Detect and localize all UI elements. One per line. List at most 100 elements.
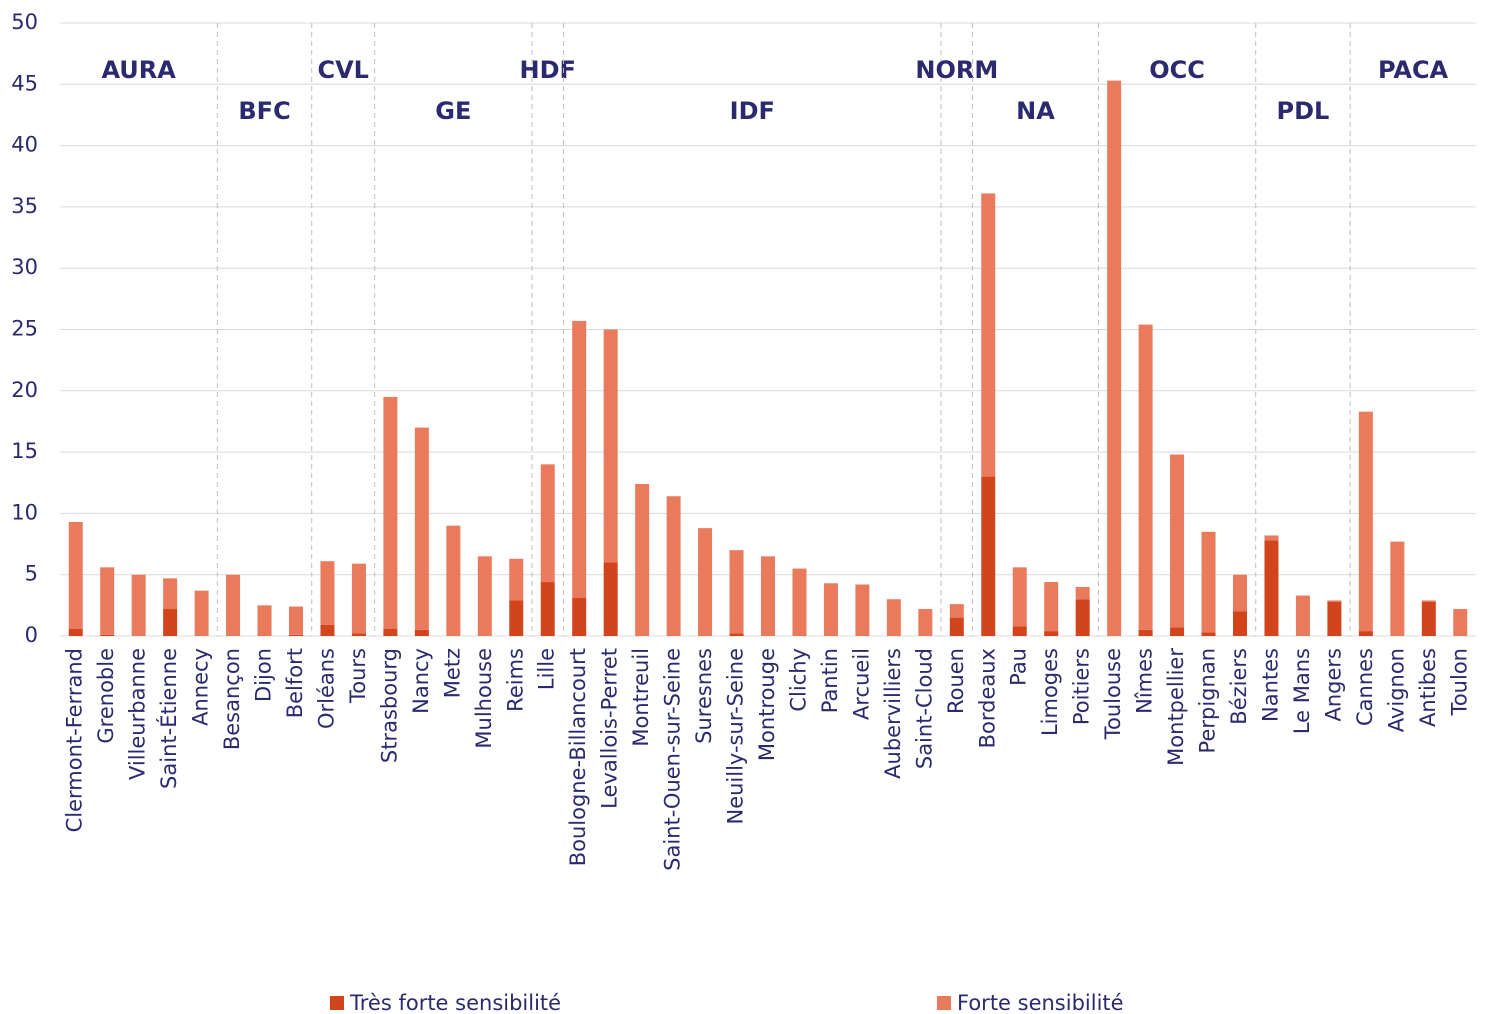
bar-segment [100, 634, 115, 636]
bar-segment [1233, 574, 1247, 612]
bar-segment [698, 528, 713, 636]
region-label: OCC [1149, 56, 1205, 84]
bar-segment [1358, 631, 1373, 636]
x-tick-label: Montreuil [629, 648, 653, 747]
x-tick-label: Le Mans [1290, 648, 1314, 734]
x-tick-label: Arcueil [849, 648, 873, 720]
bar-segment [320, 624, 335, 636]
bar-segment [320, 561, 335, 625]
bar-segment [949, 617, 964, 636]
region-label: PDL [1277, 97, 1330, 125]
x-tick-label: Rouen [944, 648, 968, 714]
x-tick-label: Neuilly-sur-Seine [724, 648, 748, 825]
bar-segment [761, 556, 775, 636]
x-tick-label: Perpignan [1196, 648, 1220, 753]
y-tick-label: 45 [11, 71, 38, 95]
x-tick-label: Nîmes [1133, 648, 1157, 714]
bar-segment [572, 597, 587, 636]
x-tick-label: Pantin [818, 648, 842, 713]
x-tick-label: Clichy [786, 648, 810, 712]
y-tick-label: 35 [11, 194, 38, 218]
region-label: CVL [317, 56, 368, 84]
x-tick-label: Antibes [1416, 648, 1440, 727]
bar-segment [1201, 632, 1216, 636]
bar-segment [823, 583, 838, 636]
bar-segment [1075, 599, 1090, 636]
y-tick-label: 15 [11, 439, 38, 463]
region-label: BFC [238, 97, 290, 125]
x-tick-label: Avignon [1384, 648, 1408, 732]
bar-segment [1012, 567, 1027, 627]
bar-segment [414, 427, 429, 630]
x-tick-label: Grenoble [94, 648, 118, 744]
bar-segment [1170, 627, 1185, 636]
x-tick-label: Levallois-Perret [598, 648, 622, 809]
bar-segment [351, 563, 366, 634]
bar-segment [1453, 609, 1468, 636]
y-tick-label: 0 [25, 623, 38, 647]
bar-segment [131, 574, 146, 636]
x-tick-label: Clermont-Ferrand [63, 648, 87, 832]
y-tick-label: 5 [25, 562, 38, 586]
y-tick-label: 10 [11, 500, 38, 524]
bar-segment [1170, 454, 1185, 628]
y-tick-label: 20 [11, 378, 38, 402]
x-tick-label: Montpellier [1164, 648, 1188, 766]
bar-segment [289, 606, 303, 635]
x-tick-label: Pau [1007, 648, 1031, 686]
x-tick-label: Bordeaux [975, 648, 999, 748]
x-tick-label: Aubervilliers [881, 648, 905, 779]
bar-segment [100, 567, 115, 635]
bar-segment [1138, 324, 1153, 630]
x-tick-label: Limoges [1038, 648, 1062, 736]
bar-segment [1264, 540, 1279, 636]
x-tick-label: Saint-Ouen-sur-Seine [661, 648, 685, 871]
bar-segment [163, 609, 178, 636]
x-tick-label: Dijon [252, 648, 276, 702]
x-tick-label: Saint-Étienne [156, 648, 181, 789]
x-tick-label: Orléans [314, 648, 338, 729]
bar-segment [509, 600, 524, 636]
bar-segment [1327, 600, 1342, 602]
legend-swatch [937, 996, 951, 1010]
bar-segment [603, 329, 618, 563]
x-tick-label: Reims [503, 648, 527, 712]
bar-segment [540, 464, 555, 583]
bar-segment [194, 590, 209, 636]
bar-segment [1421, 601, 1436, 636]
bar-segment [729, 633, 744, 636]
bar-segment [981, 476, 996, 636]
x-tick-label: Toulon [1447, 648, 1471, 716]
bar-segment [1044, 631, 1059, 636]
bar-segment [1327, 601, 1342, 636]
y-tick-label: 50 [11, 10, 38, 34]
bar-segment [729, 550, 744, 634]
region-label: PACA [1378, 56, 1449, 84]
bar-segment [1201, 531, 1216, 633]
x-tick-label: Cannes [1353, 648, 1377, 726]
region-label: NORM [915, 56, 998, 84]
bar-segment [855, 584, 870, 636]
bar-segment [1107, 80, 1122, 636]
legend-label: Forte sensibilité [957, 991, 1124, 1014]
x-tick-label: Béziers [1227, 648, 1251, 725]
bar-segment [918, 609, 933, 636]
bar-segment [383, 628, 398, 636]
x-tick-label: Mulhouse [472, 648, 496, 749]
bar-segment [68, 628, 83, 636]
bar-segment [383, 396, 398, 629]
bar-segment [572, 320, 587, 598]
x-tick-label: Lille [535, 648, 559, 690]
x-tick-label: Nantes [1258, 648, 1282, 722]
region-label: IDF [730, 97, 775, 125]
bar-segment [1044, 582, 1059, 632]
x-tick-label: Besançon [220, 648, 244, 750]
bar-segment [68, 521, 83, 629]
bar-segment [163, 578, 178, 610]
x-tick-label: Metz [440, 648, 464, 698]
bar-segment [540, 582, 555, 636]
bar-segment [792, 568, 807, 636]
y-tick-label: 30 [11, 255, 38, 279]
x-tick-label: Nancy [409, 648, 433, 714]
